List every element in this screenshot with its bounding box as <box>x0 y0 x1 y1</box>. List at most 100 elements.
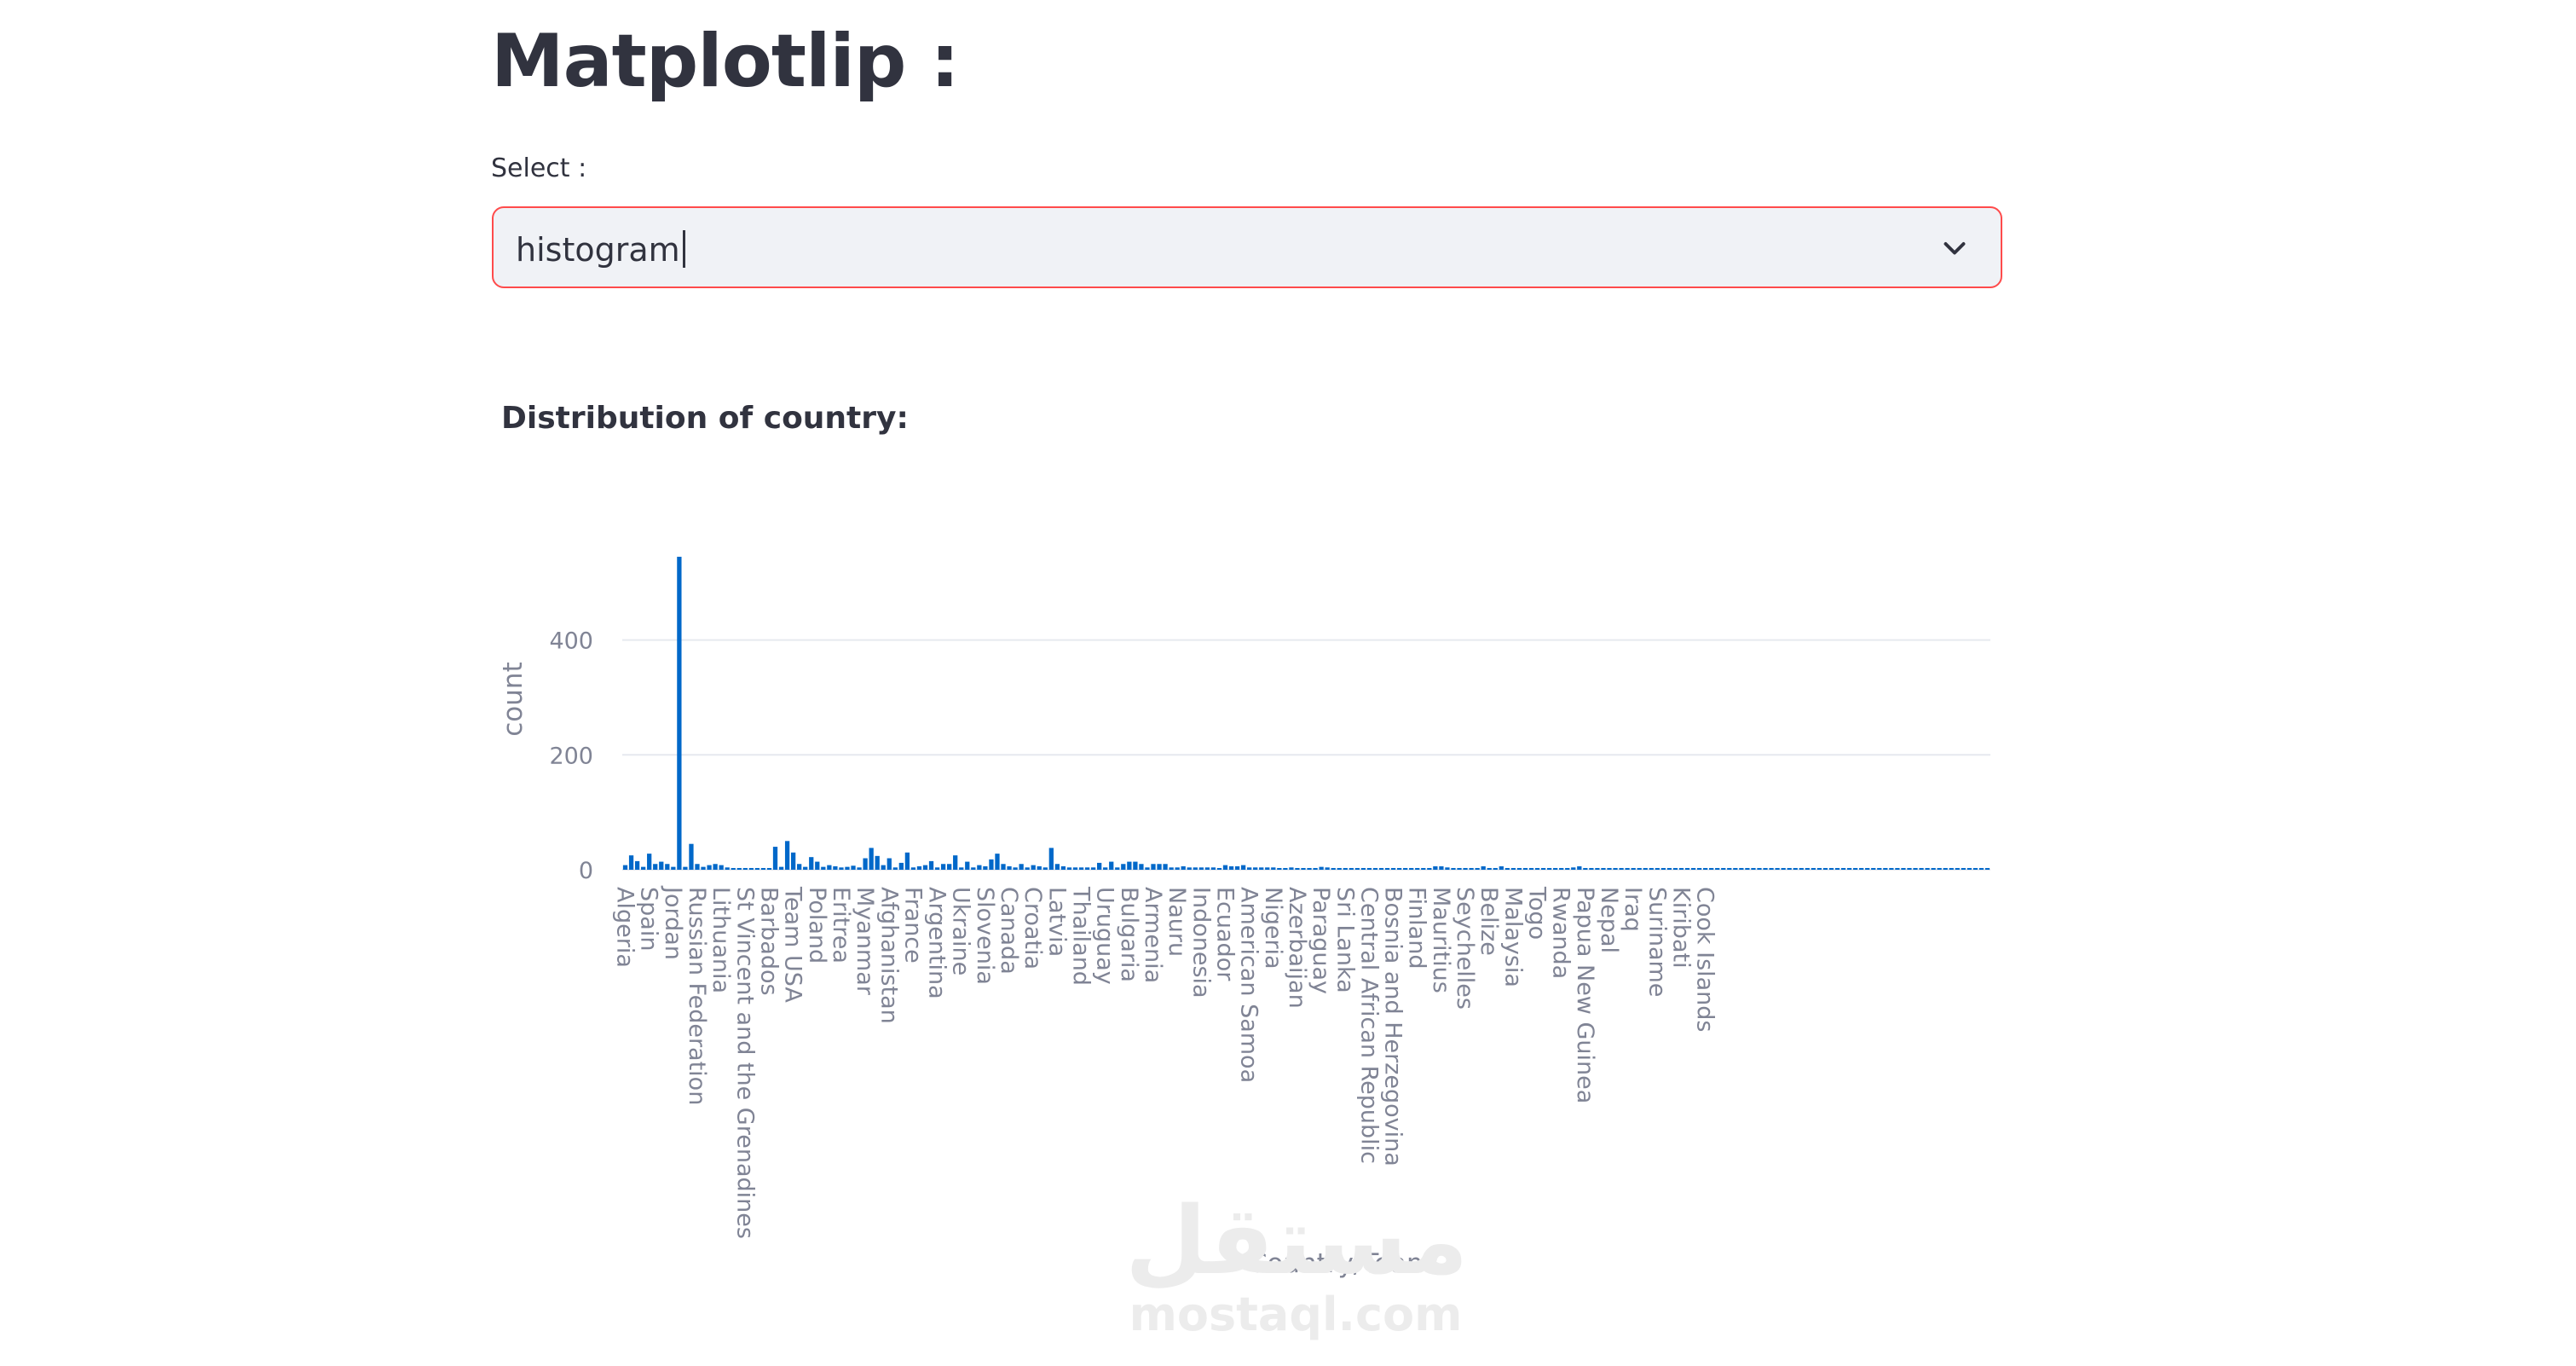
bar <box>1690 867 1696 870</box>
bar <box>1883 867 1888 870</box>
bar <box>1571 867 1576 870</box>
x-tick-label: Cook Islands <box>1692 887 1718 1033</box>
bar <box>1643 867 1648 870</box>
bar <box>1972 867 1978 870</box>
chart-type-select[interactable]: histogram <box>492 206 2002 288</box>
bar <box>1577 865 1582 870</box>
bar <box>1457 867 1462 870</box>
x-tick-label: Papua New Guinea <box>1572 887 1598 1103</box>
bar <box>1060 865 1066 870</box>
y-tick-label: 200 <box>549 743 593 769</box>
bar <box>989 859 994 870</box>
bar <box>1828 867 1834 870</box>
x-tick-label: Algeria <box>612 887 638 968</box>
select-value-text: histogram <box>516 231 680 269</box>
bar <box>1931 867 1936 870</box>
bar <box>1510 867 1516 870</box>
bar <box>1666 867 1672 870</box>
bar <box>1163 864 1168 870</box>
bar <box>892 867 898 870</box>
bar <box>1661 867 1666 870</box>
bar <box>971 867 976 870</box>
x-tick-label: Barbados <box>756 887 783 996</box>
bar <box>1307 867 1312 870</box>
bar <box>904 852 910 870</box>
bar <box>916 865 922 870</box>
bar <box>1463 867 1468 870</box>
bar <box>653 864 658 870</box>
bar <box>845 866 850 870</box>
bar <box>1565 867 1570 870</box>
bar <box>1319 866 1324 870</box>
select-value[interactable]: histogram <box>516 230 685 269</box>
bar <box>995 854 1000 870</box>
bar <box>1877 867 1882 870</box>
bar <box>1439 865 1444 870</box>
bar <box>1259 867 1264 870</box>
bar <box>778 866 784 870</box>
bar <box>1781 867 1786 870</box>
x-tick-label: Team USA <box>780 886 806 1003</box>
bar <box>983 865 988 870</box>
bar <box>910 867 916 870</box>
bar <box>1757 867 1762 870</box>
x-tick-label: Indonesia <box>1187 887 1214 998</box>
x-tick-label: Eritrea <box>828 887 854 964</box>
bar <box>1775 867 1780 870</box>
bar <box>881 865 886 870</box>
bar <box>827 865 832 870</box>
bar <box>1366 867 1372 870</box>
bar <box>1415 867 1420 870</box>
bar <box>1378 867 1384 870</box>
bar <box>1078 867 1084 870</box>
bar <box>1534 867 1540 870</box>
bar <box>1019 864 1024 870</box>
bar <box>851 865 856 870</box>
bar <box>1421 867 1426 870</box>
bar <box>1540 867 1546 870</box>
x-tick-label: St Vincent and the Grenadines <box>731 887 758 1239</box>
bar <box>1384 867 1390 870</box>
x-tick-label: Central African Republic <box>1355 887 1382 1164</box>
bar <box>1037 865 1042 870</box>
bar <box>1871 867 1876 870</box>
bar <box>1637 867 1642 870</box>
x-tick-label: Nauru <box>1164 887 1190 957</box>
bar <box>1751 867 1756 870</box>
bar <box>1054 864 1060 870</box>
x-tick-label: Spain <box>636 887 662 951</box>
x-tick-label: Azerbaijan <box>1284 887 1310 1009</box>
bar <box>863 858 868 870</box>
bar <box>1409 867 1414 870</box>
bar <box>634 860 640 870</box>
bar <box>1396 867 1402 870</box>
bar <box>1769 867 1774 870</box>
y-tick-label: 400 <box>549 628 593 655</box>
bar <box>1715 867 1720 870</box>
bar <box>1121 864 1126 870</box>
bar <box>1919 867 1924 870</box>
x-tick-label: Malaysia <box>1499 887 1526 987</box>
bar <box>1589 867 1594 870</box>
bar <box>760 867 766 870</box>
x-tick-label: Argentina <box>924 887 950 999</box>
bar <box>1493 867 1498 870</box>
x-tick-label: Latvia <box>1043 887 1070 957</box>
x-tick-label: Finland <box>1404 887 1430 969</box>
bar <box>809 857 814 870</box>
bar <box>1372 867 1378 870</box>
bar <box>1943 867 1948 870</box>
bar <box>1583 867 1588 870</box>
chevron-down-icon[interactable] <box>1939 234 1970 264</box>
bar <box>1961 867 1966 870</box>
bar <box>790 852 796 870</box>
x-tick-label: Seychelles <box>1452 887 1478 1010</box>
x-tick-label: France <box>899 887 926 964</box>
bar <box>1631 867 1636 870</box>
bar <box>1811 867 1816 870</box>
bar <box>959 867 964 870</box>
bar <box>1253 867 1258 870</box>
bar <box>1048 848 1054 870</box>
bar <box>1727 867 1732 870</box>
